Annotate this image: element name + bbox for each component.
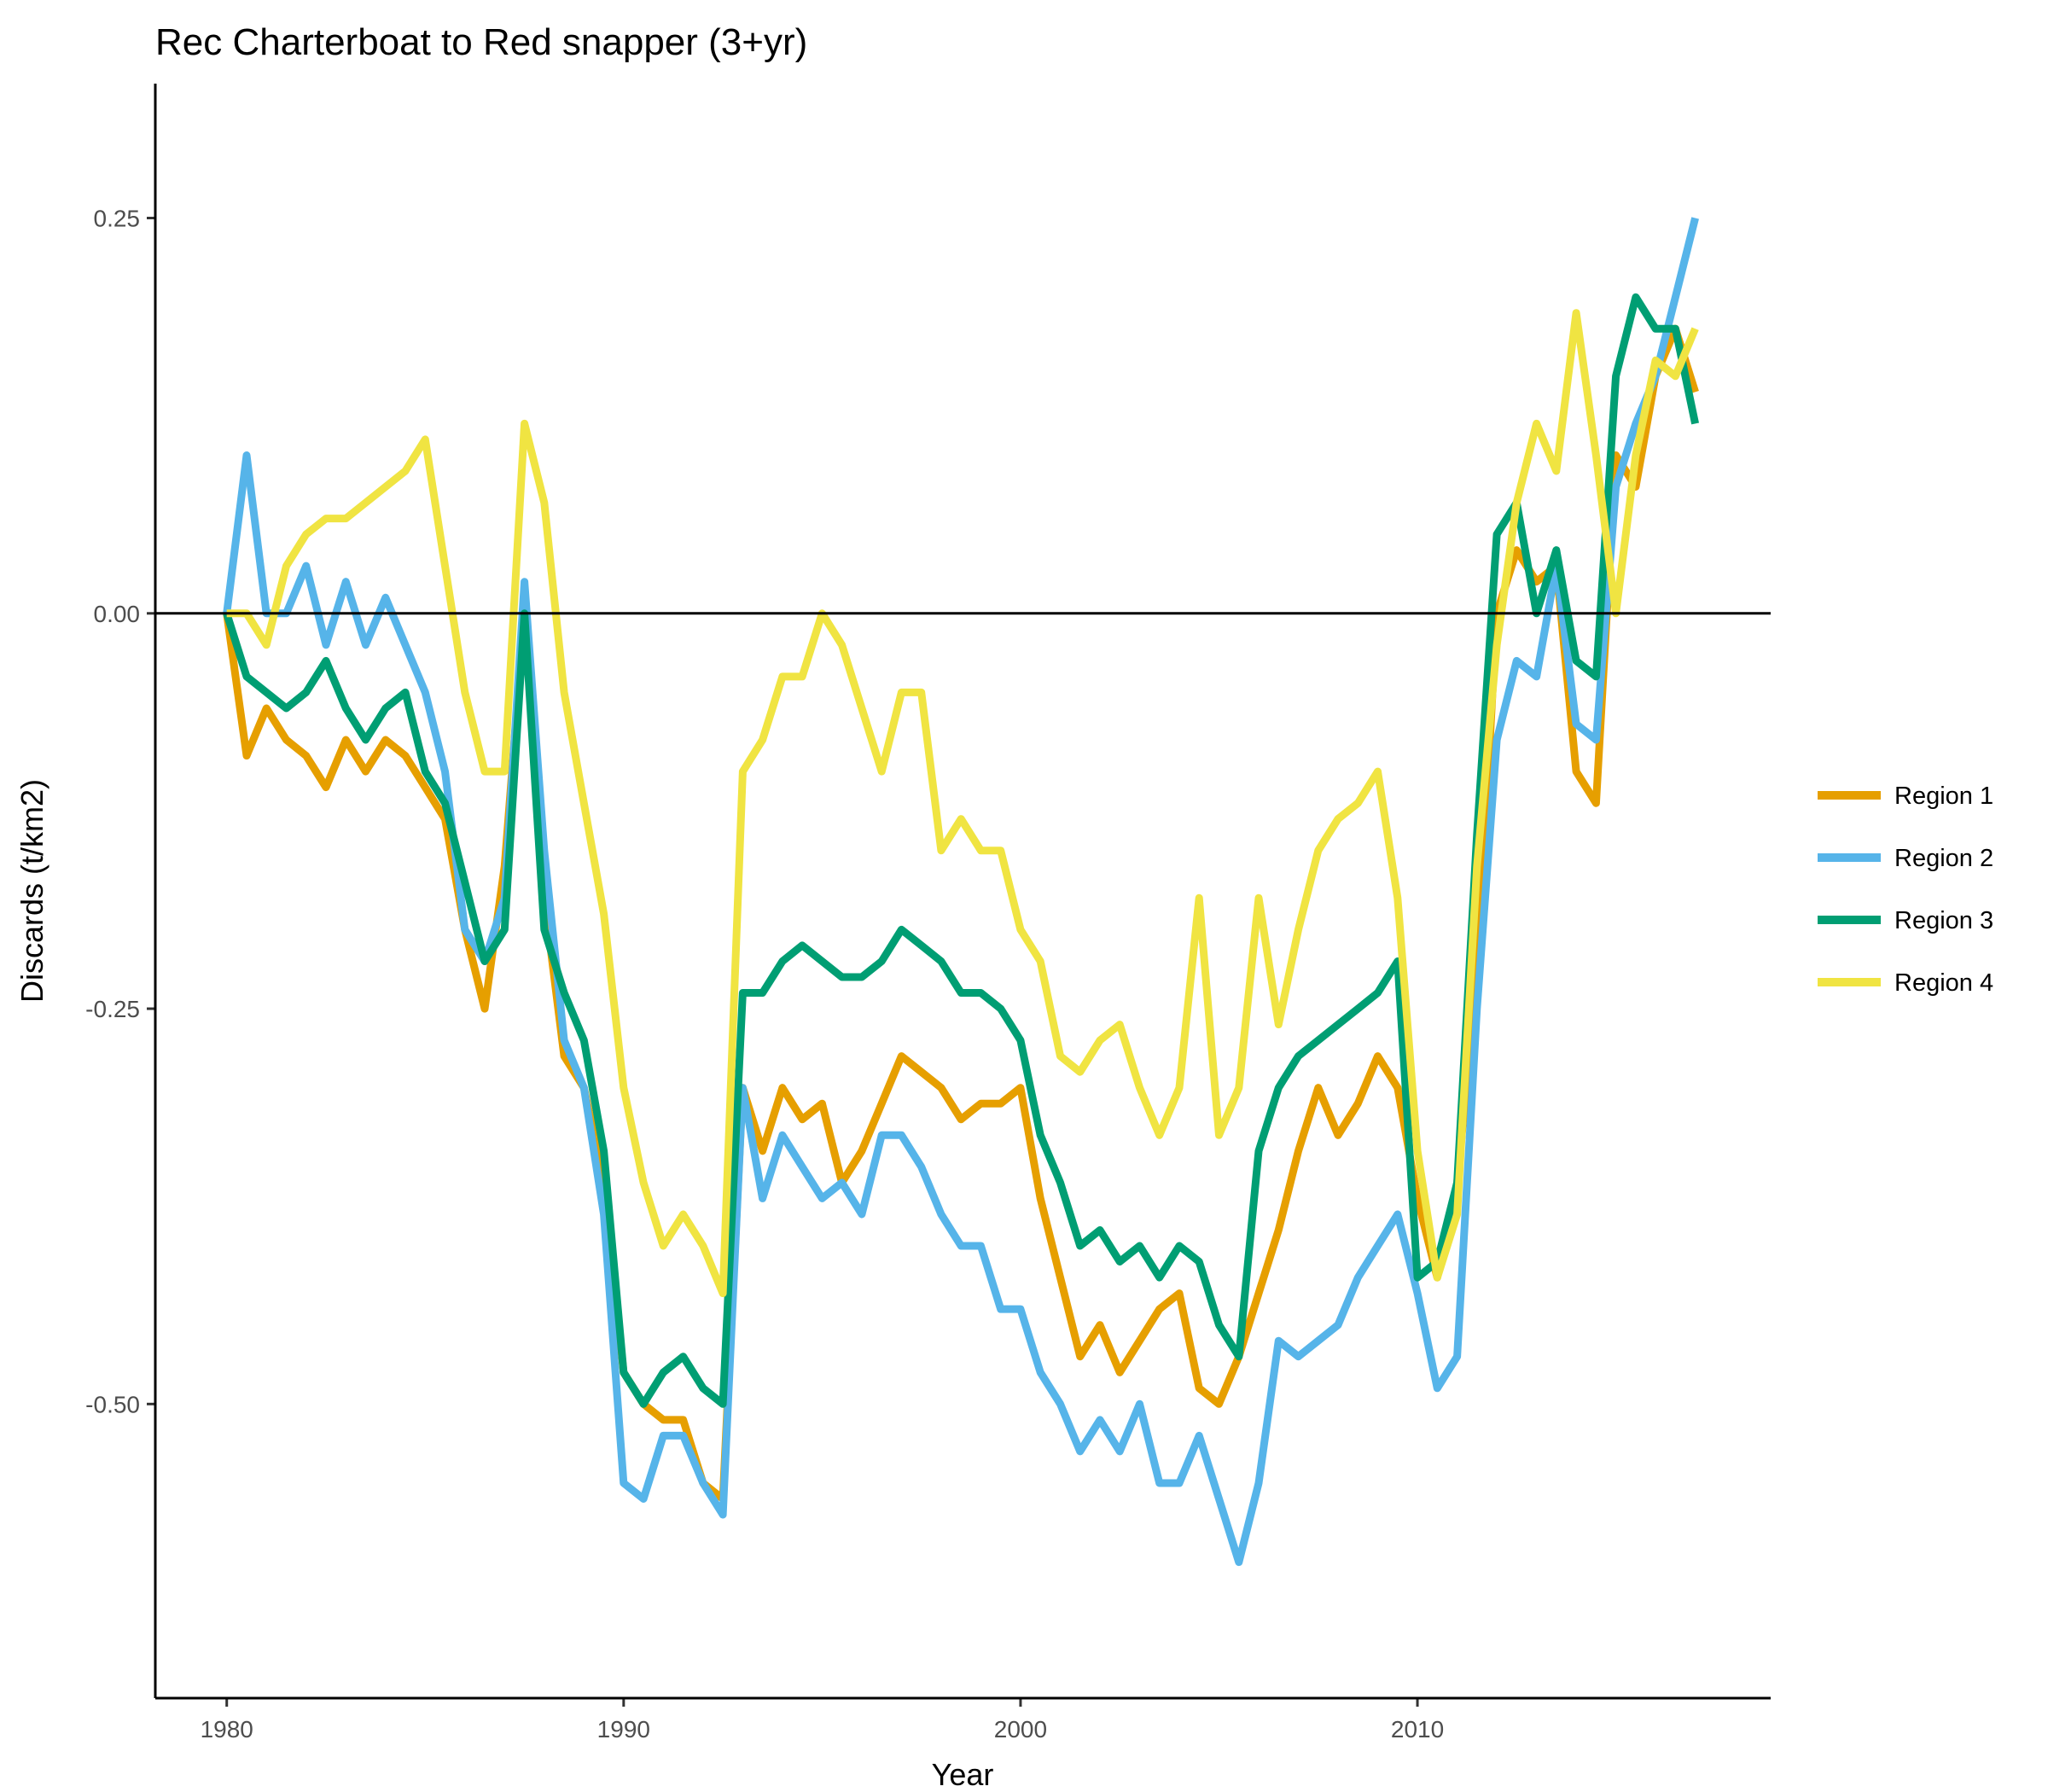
- y-tick-label: -0.50: [85, 1391, 140, 1417]
- legend: Region 1 Region 2 Region 3 Region 4: [1818, 783, 1993, 997]
- series-line-region-4: [226, 309, 1699, 1298]
- y-tick-label: -0.25: [85, 996, 140, 1022]
- series-line-region-3: [223, 293, 1700, 1408]
- x-axis-ticks: 1980 1990 2000 2010: [201, 1698, 1444, 1743]
- legend-label-region-1: Region 1: [1894, 783, 1993, 810]
- x-tick-label: 2000: [994, 1716, 1047, 1743]
- y-axis-title: Discards (t/km2): [15, 779, 49, 1003]
- series-line-region-2: [223, 217, 1699, 1567]
- chart-title: Rec Charterboat to Red snapper (3+yr): [155, 21, 807, 63]
- plot-area: [155, 217, 1771, 1567]
- y-tick-label: 0.25: [94, 206, 141, 232]
- x-axis-title: Year: [932, 1757, 994, 1792]
- x-tick-label: 2010: [1391, 1716, 1444, 1743]
- y-axis-ticks: -0.50 -0.25 0.00 0.25: [85, 206, 155, 1417]
- legend-label-region-3: Region 3: [1894, 907, 1993, 934]
- legend-label-region-2: Region 2: [1894, 845, 1993, 872]
- x-tick-label: 1990: [597, 1716, 650, 1743]
- y-tick-label: 0.00: [94, 601, 141, 627]
- x-tick-label: 1980: [201, 1716, 253, 1743]
- legend-label-region-4: Region 4: [1894, 969, 1993, 997]
